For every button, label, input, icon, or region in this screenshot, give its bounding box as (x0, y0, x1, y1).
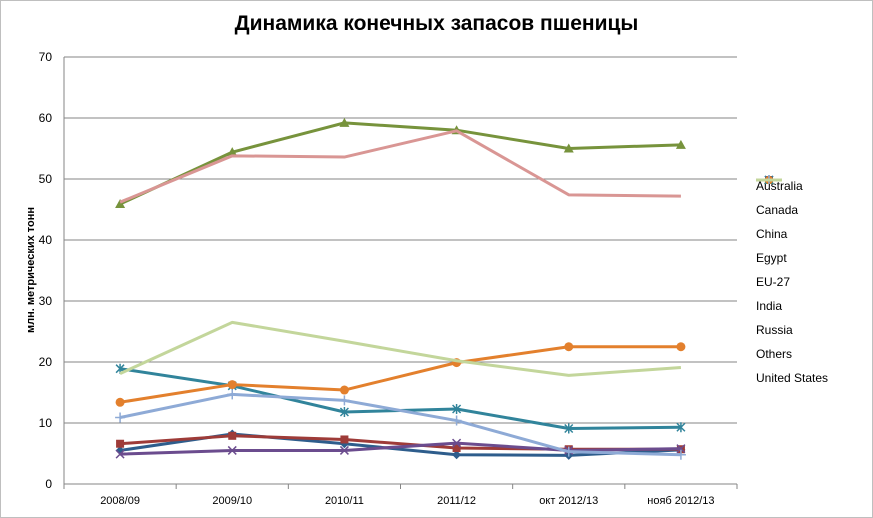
data-point-canada (340, 435, 349, 444)
series-line-russia (119, 392, 681, 457)
x-tick-label: 2009/10 (212, 495, 252, 507)
data-point-india (564, 342, 574, 352)
y-tick-label: 60 (39, 111, 53, 125)
legend-item-united-states: United States (756, 178, 829, 390)
data-point-eu-27 (564, 423, 574, 434)
legend-label: EU-27 (756, 275, 791, 289)
data-point-egypt (676, 444, 686, 454)
legend-item-others: Others (756, 178, 828, 366)
data-point-china (115, 199, 126, 209)
y-tick-label: 0 (45, 477, 52, 491)
data-point-egypt (115, 449, 125, 459)
legend-label: Russia (756, 323, 793, 337)
data-point-china (339, 117, 350, 127)
legend-item-india: India (756, 176, 828, 318)
data-point-russia (563, 446, 574, 457)
x-tick-label: окт 2012/13 (539, 495, 598, 507)
data-point-russia (115, 412, 126, 423)
series-line-united-states (119, 320, 682, 377)
data-point-india (676, 342, 686, 352)
legend-label: Canada (756, 203, 799, 217)
legend-item-egypt: Egypt (756, 175, 828, 270)
chart-legend: Australia Canada China Egypt EU-27 India Russi… (756, 174, 828, 390)
legend-item-russia: Russia (756, 175, 828, 342)
y-tick-label: 10 (39, 416, 53, 430)
legend-label: United States (756, 371, 829, 385)
series-line-china (119, 121, 681, 206)
data-point-egypt (339, 445, 349, 455)
series-line-others (119, 129, 681, 204)
series-line-egypt (120, 441, 681, 456)
data-point-china (227, 147, 238, 157)
x-tick-label: нояб 2012/13 (647, 495, 714, 507)
data-point-egypt (227, 445, 237, 455)
series-line-india (119, 345, 681, 404)
legend-label: China (756, 227, 788, 241)
data-point-russia (451, 415, 462, 426)
data-point-china (563, 143, 574, 153)
legend-label: Others (756, 347, 793, 361)
x-tick-label: 2010/11 (325, 495, 364, 507)
legend-swatch-united-states (756, 178, 782, 182)
data-point-canada (116, 439, 125, 448)
data-point-eu-27 (452, 403, 462, 414)
data-point-russia (227, 389, 238, 400)
y-tick-label: 30 (39, 294, 53, 308)
data-point-canada (452, 444, 461, 453)
data-point-eu-27 (676, 422, 686, 433)
legend-item-china: China (756, 175, 828, 246)
y-tick-label: 40 (39, 233, 53, 247)
legend-label: Egypt (756, 251, 787, 265)
data-point-eu-27 (339, 407, 349, 418)
legend-item-canada: Canada (756, 176, 828, 222)
x-tick-label: 2011/12 (437, 495, 476, 507)
legend-label: India (756, 299, 783, 313)
data-point-india (339, 385, 349, 395)
y-tick-label: 20 (39, 355, 53, 369)
x-tick-label: 2008/09 (100, 495, 140, 507)
data-point-egypt (452, 438, 462, 448)
data-point-china (675, 139, 686, 149)
data-point-india (227, 380, 237, 390)
data-point-russia (675, 449, 686, 460)
data-point-india (115, 397, 125, 407)
data-point-russia (339, 395, 350, 406)
chart-title: Динамика конечных запасов пшеницы (234, 12, 639, 35)
legend-item-eu-27: EU-27 (756, 175, 828, 294)
y-tick-label: 70 (39, 50, 53, 64)
data-point-australia (452, 450, 462, 460)
data-point-canada (228, 431, 237, 440)
y-tick-label: 50 (39, 172, 53, 186)
